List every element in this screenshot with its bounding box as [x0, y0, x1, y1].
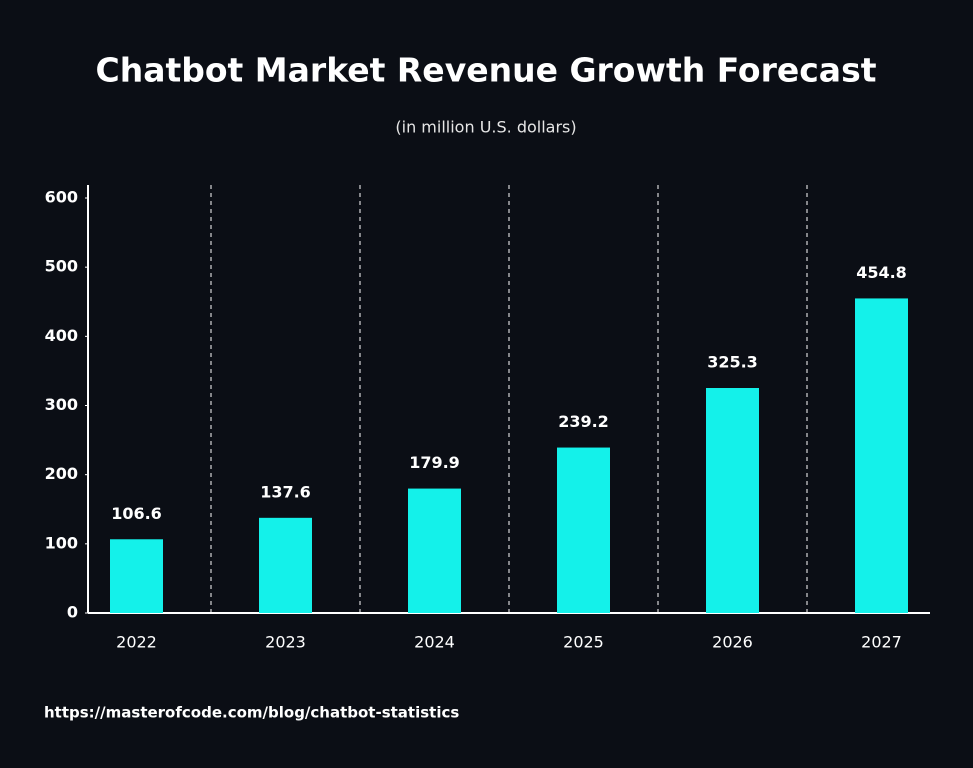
value-label: 137.6 [260, 482, 311, 501]
value-label: 106.6 [111, 504, 162, 523]
value-label: 239.2 [558, 412, 609, 431]
bar [408, 488, 461, 613]
x-tick-label: 2026 [712, 633, 753, 652]
x-tick-label: 2027 [861, 633, 902, 652]
y-tick-label: 500 [45, 257, 78, 276]
bar [706, 388, 759, 613]
x-tick-label: 2023 [265, 633, 306, 652]
x-tick-label: 2025 [563, 633, 604, 652]
y-tick-label: 0 [67, 603, 78, 622]
bar [259, 517, 312, 613]
value-label: 179.9 [409, 453, 460, 472]
value-label: 454.8 [856, 263, 907, 282]
chart-title: Chatbot Market Revenue Growth Forecast [96, 51, 877, 90]
x-tick-label: 2022 [116, 633, 157, 652]
y-tick-label: 300 [45, 395, 78, 414]
bar [557, 447, 610, 613]
source-note: https://masterofcode.com/blog/chatbot-st… [44, 704, 459, 722]
x-tick-label: 2024 [414, 633, 455, 652]
bar [855, 298, 908, 613]
y-tick-label: 100 [45, 533, 78, 552]
chart-subtitle: (in million U.S. dollars) [395, 118, 576, 137]
y-tick-label: 600 [45, 188, 78, 207]
value-label: 325.3 [707, 353, 758, 372]
bar [110, 539, 163, 613]
y-tick-label: 400 [45, 326, 78, 345]
y-tick-label: 200 [45, 464, 78, 483]
